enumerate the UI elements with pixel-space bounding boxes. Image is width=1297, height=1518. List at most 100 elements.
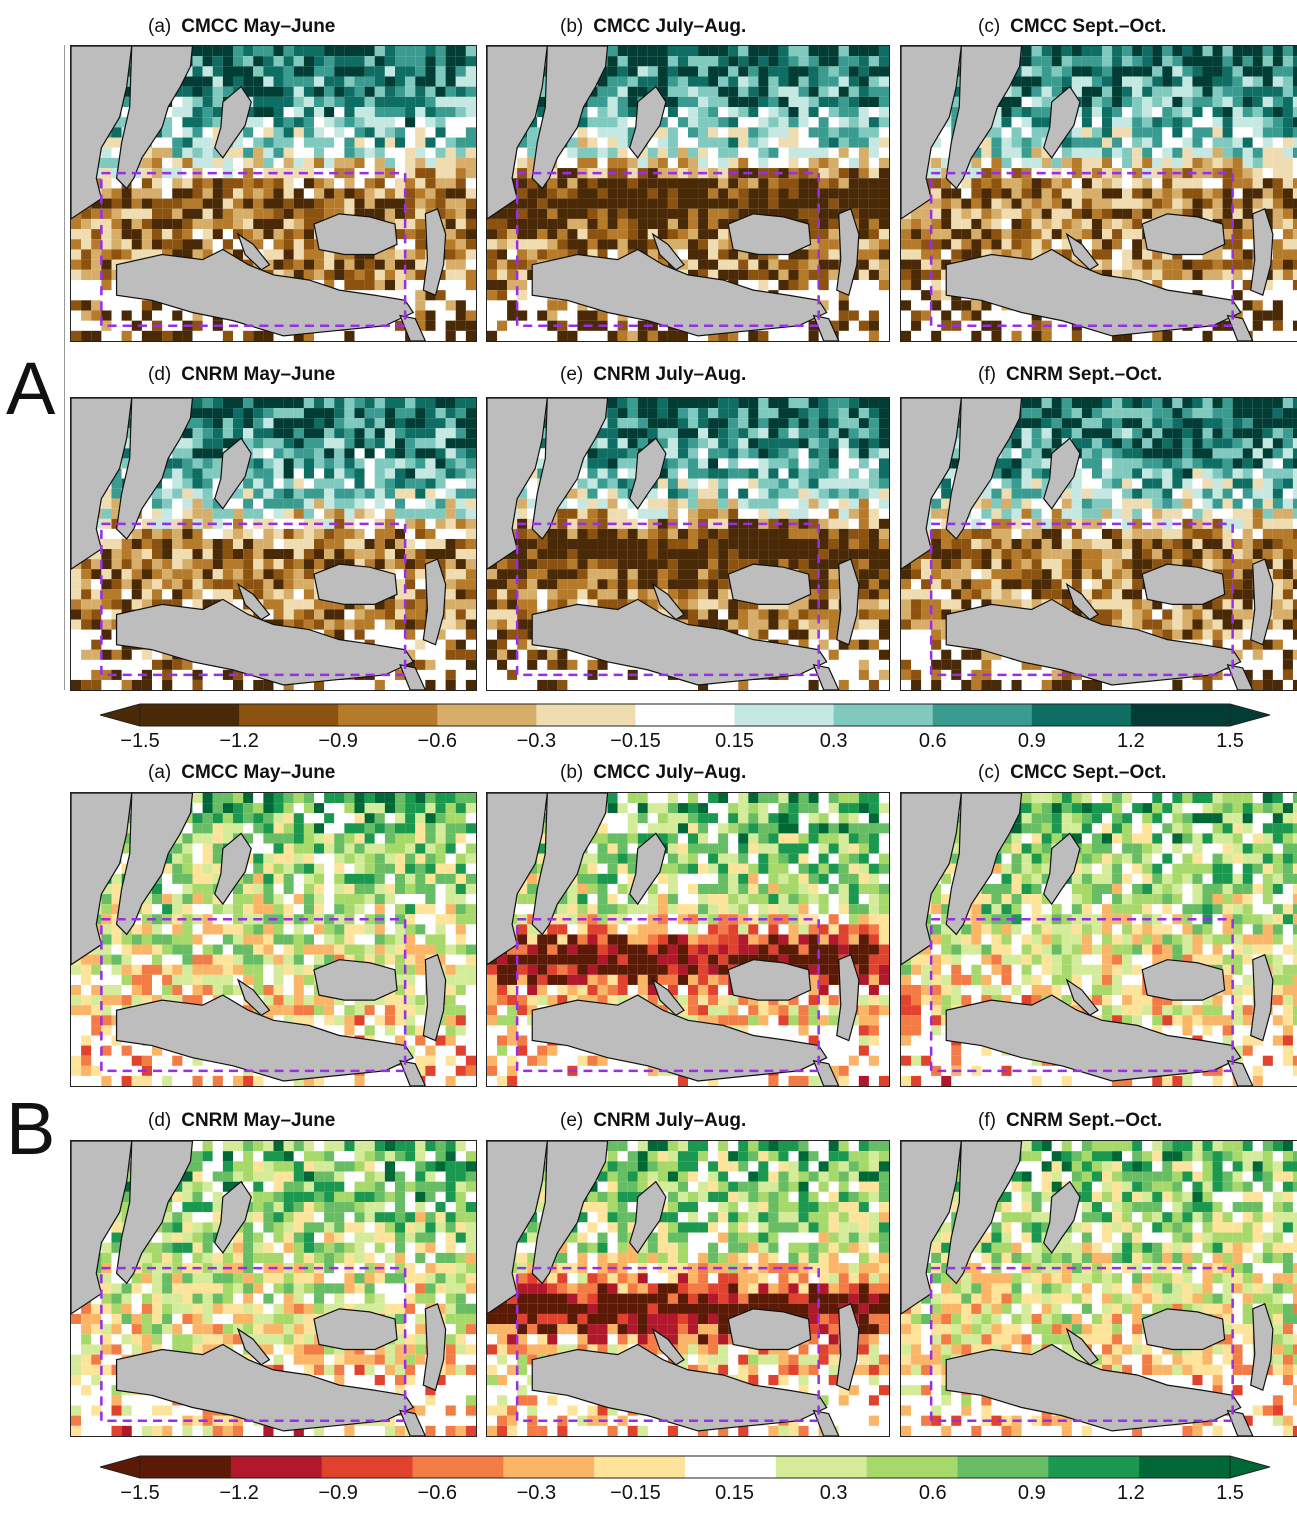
masked-area: [1226, 1409, 1254, 1436]
panel-title-b2: (b) CMCC July–Aug.: [560, 762, 747, 783]
colorbar-tick-label: 0.9: [1017, 730, 1046, 752]
panel-title-b5: (e) CNRM July–Aug.: [560, 1110, 747, 1131]
map-svg: [487, 46, 889, 341]
colorbar-tick-label: 0.6: [918, 1482, 947, 1504]
masked-area: [1141, 959, 1226, 1001]
masked-area: [236, 232, 271, 271]
colorbar-segment: [437, 704, 537, 726]
map-svg: [901, 793, 1297, 1086]
colorbar-tick-label: 0.15: [715, 1482, 754, 1504]
colorbar-tick-label: 0.3: [819, 1482, 848, 1504]
colorbar-tick-label: −1.5: [120, 730, 160, 752]
colorbar-tick-label: 1.2: [1117, 1482, 1145, 1504]
colorbar-tick-label: 1.5: [1216, 730, 1244, 752]
map-svg: [71, 793, 476, 1086]
map-panel: [70, 792, 477, 1087]
panel-title-a5: (e) CNRM July–Aug.: [560, 364, 747, 385]
masked-area: [71, 398, 133, 570]
masked-area: [812, 664, 840, 690]
colorbar-tick-label: −0.3: [516, 1482, 557, 1504]
masked-area: [487, 1141, 548, 1315]
colorbar-segment: [338, 704, 438, 726]
masked-area: [313, 959, 398, 1001]
map-panel: [900, 1140, 1297, 1437]
masked-area: [812, 1409, 840, 1436]
section-label-a: A: [6, 347, 56, 430]
colorbar-tick-label: −0.3: [516, 730, 557, 752]
map-panel: [486, 397, 890, 691]
masked-area: [1043, 832, 1081, 906]
map-panel: [70, 1140, 477, 1437]
colorbar-max-arrow: [1229, 703, 1270, 727]
masked-area: [727, 213, 812, 256]
masked-area: [1043, 437, 1081, 510]
masked-area: [836, 1302, 860, 1392]
colorbar-tick-label: −0.15: [610, 730, 661, 752]
masked-area: [836, 558, 860, 646]
masked-area: [901, 398, 962, 570]
map-svg: [487, 398, 889, 690]
colorbar-segment: [932, 704, 1033, 726]
masked-area: [901, 793, 962, 966]
panel-title-b1: (a) CMCC May–June: [148, 762, 336, 783]
colorbar-segment: [503, 1456, 595, 1478]
masked-area: [399, 664, 427, 690]
masked-area: [214, 832, 252, 906]
masked-area: [214, 437, 252, 510]
masked-area: [629, 1180, 667, 1254]
panel-title-a3: (c) CMCC Sept.–Oct.: [978, 16, 1167, 37]
colorbar-segment: [321, 1456, 413, 1478]
colorbar-tick-label: −0.6: [417, 1482, 458, 1504]
masked-area: [71, 793, 133, 966]
section-a-rule: [64, 45, 65, 690]
map-panel: [70, 397, 477, 691]
masked-area: [531, 1141, 609, 1285]
masked-area: [945, 398, 1023, 540]
masked-area: [945, 1141, 1023, 1285]
masked-area: [236, 978, 271, 1017]
masked-area: [629, 437, 667, 510]
masked-area: [115, 1141, 194, 1285]
masked-area: [487, 398, 548, 570]
masked-area: [1065, 978, 1099, 1017]
masked-area: [651, 978, 685, 1017]
masked-area: [629, 832, 667, 906]
colorbar-a-ticks: −1.5 −1.2 −0.9 −0.6 −0.3 −0.15 0.15 0.3 0.6 0.9 1.…: [0, 730, 1297, 756]
colorbar-b: [100, 1452, 1270, 1482]
colorbar-segment: [1031, 704, 1132, 726]
colorbar-tick-label: −0.9: [318, 730, 358, 752]
colorbar-tick-label: −0.15: [610, 1482, 661, 1504]
colorbar-segment: [635, 704, 736, 726]
map-svg: [901, 46, 1297, 341]
masked-area: [651, 232, 685, 271]
colorbar-svg: [100, 703, 1270, 727]
masked-area: [812, 314, 840, 341]
colorbar-a: [100, 700, 1270, 730]
colorbar-segment: [412, 1456, 504, 1478]
masked-area: [945, 46, 1023, 190]
colorbar-tick-label: 0.15: [715, 730, 754, 752]
colorbar-segment: [833, 704, 934, 726]
colorbar-frame: [139, 1455, 1231, 1479]
colorbar-segment: [1048, 1456, 1140, 1478]
map-svg: [71, 46, 476, 341]
data-grid: [71, 793, 476, 1086]
masked-area: [901, 1141, 962, 1315]
map-panel: [486, 792, 890, 1087]
colorbar-tick-label: −0.9: [318, 1482, 358, 1504]
masked-area: [71, 46, 133, 220]
colorbar-segment: [536, 704, 636, 726]
region-box: [100, 171, 407, 328]
masked-area: [945, 793, 1023, 936]
panel-title-a4: (d) CNRM May–June: [148, 364, 336, 385]
section-label-b: B: [6, 1087, 56, 1170]
map-panel: [900, 397, 1297, 691]
masked-area: [812, 1059, 840, 1086]
map-svg: [901, 1141, 1297, 1436]
masked-area: [651, 1327, 685, 1366]
masked-area: [1043, 1180, 1081, 1254]
map-svg: [71, 1141, 476, 1436]
masked-area: [422, 558, 447, 646]
masked-area: [727, 563, 812, 606]
masked-area: [1043, 85, 1081, 159]
